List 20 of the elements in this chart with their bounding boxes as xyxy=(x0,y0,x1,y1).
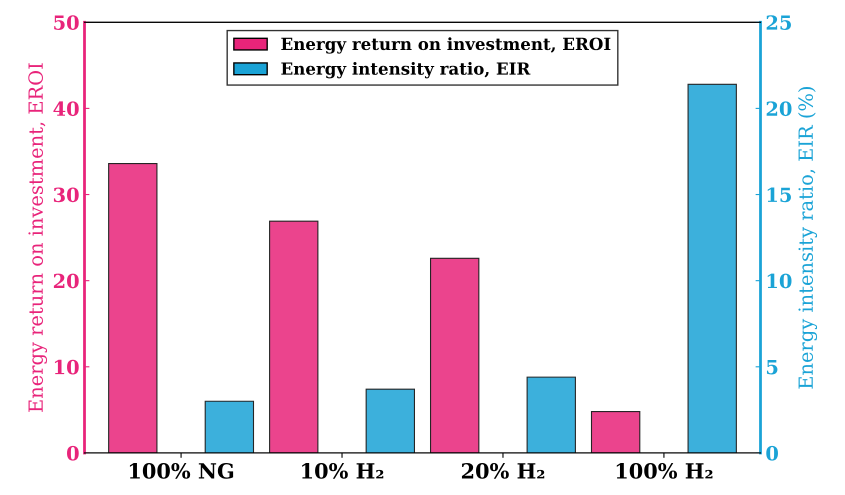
legend-label: Energy return on investment, EROI xyxy=(281,37,610,54)
y-tick-label: 40 xyxy=(53,101,79,116)
x-tick-label: 10% H₂ xyxy=(302,463,384,479)
y2-tick-label: 5 xyxy=(766,360,778,374)
y2-tick-label: 20 xyxy=(766,101,792,116)
x-tick-label: 20% H₂ xyxy=(462,463,544,479)
y-tick-label: 50 xyxy=(54,15,79,30)
y2-tick-label: 25 xyxy=(766,15,791,30)
y2-tick-label: 0 xyxy=(766,446,778,461)
y2-tick-label: 10 xyxy=(768,274,792,288)
y-axis-title: Energy return on investment, EROI xyxy=(28,63,48,412)
y-tick-label: 20 xyxy=(54,274,79,288)
y-tick-label: 10 xyxy=(54,360,79,374)
y2-tick-label: 15 xyxy=(768,187,791,202)
y-tick-label: 0 xyxy=(67,446,79,461)
y2-axis-title: Energy intensity ratio, EIR (%) xyxy=(798,87,818,389)
legend-label: Energy intensity ratio, EIR xyxy=(281,62,530,78)
y-tick-label: 30 xyxy=(54,187,79,202)
x-tick-label: 100% NG xyxy=(130,463,234,479)
x-tick-label: 100% H₂ xyxy=(616,463,712,479)
